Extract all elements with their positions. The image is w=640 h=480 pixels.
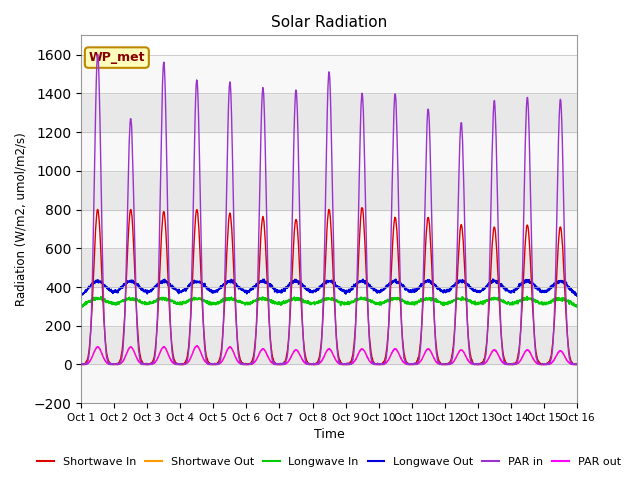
Bar — [81, 210, 577, 248]
Bar — [81, 55, 577, 94]
Title: Solar Radiation: Solar Radiation — [271, 15, 387, 30]
Bar — [81, 94, 577, 132]
Bar — [81, 132, 577, 171]
Text: WP_met: WP_met — [88, 51, 145, 64]
Bar — [81, 364, 577, 403]
Bar — [81, 171, 577, 210]
Y-axis label: Radiation (W/m2, umol/m2/s): Radiation (W/m2, umol/m2/s) — [15, 132, 28, 306]
Legend: Shortwave In, Shortwave Out, Longwave In, Longwave Out, PAR in, PAR out: Shortwave In, Shortwave Out, Longwave In… — [33, 452, 625, 471]
Bar — [81, 287, 577, 326]
Bar — [81, 248, 577, 287]
X-axis label: Time: Time — [314, 429, 344, 442]
Bar — [81, 326, 577, 364]
